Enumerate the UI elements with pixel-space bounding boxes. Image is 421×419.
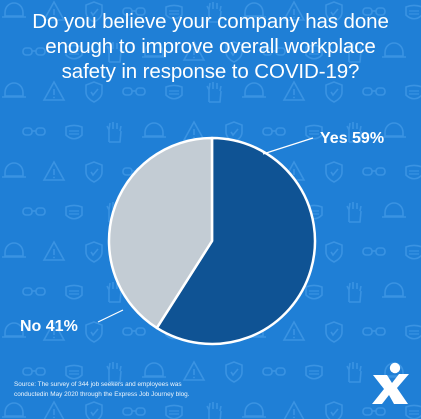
- pie-slice-no: [107, 136, 214, 330]
- leader-line-no: [97, 309, 124, 323]
- data-label-yes: Yes 59%: [320, 130, 384, 147]
- title-line-2: enough to improve overall workplace: [45, 35, 376, 58]
- source-line-2: conductedin May 2020 through the Express…: [14, 391, 190, 398]
- title-line-3: safety in response to COVID-19?: [61, 60, 360, 83]
- leader-line-yes: [262, 137, 314, 155]
- data-label-no: No 41%: [20, 318, 78, 335]
- express-x-logo-icon: [372, 362, 409, 404]
- chart-title: Do you believe your company has done eno…: [0, 9, 421, 84]
- source-line-1: Source: The survey of 344 job seekers an…: [14, 381, 182, 388]
- title-line-1: Do you believe your company has done: [32, 10, 389, 33]
- pie-slice-yes: [155, 136, 317, 346]
- source-note: Source: The survey of 344 job seekers an…: [14, 380, 334, 400]
